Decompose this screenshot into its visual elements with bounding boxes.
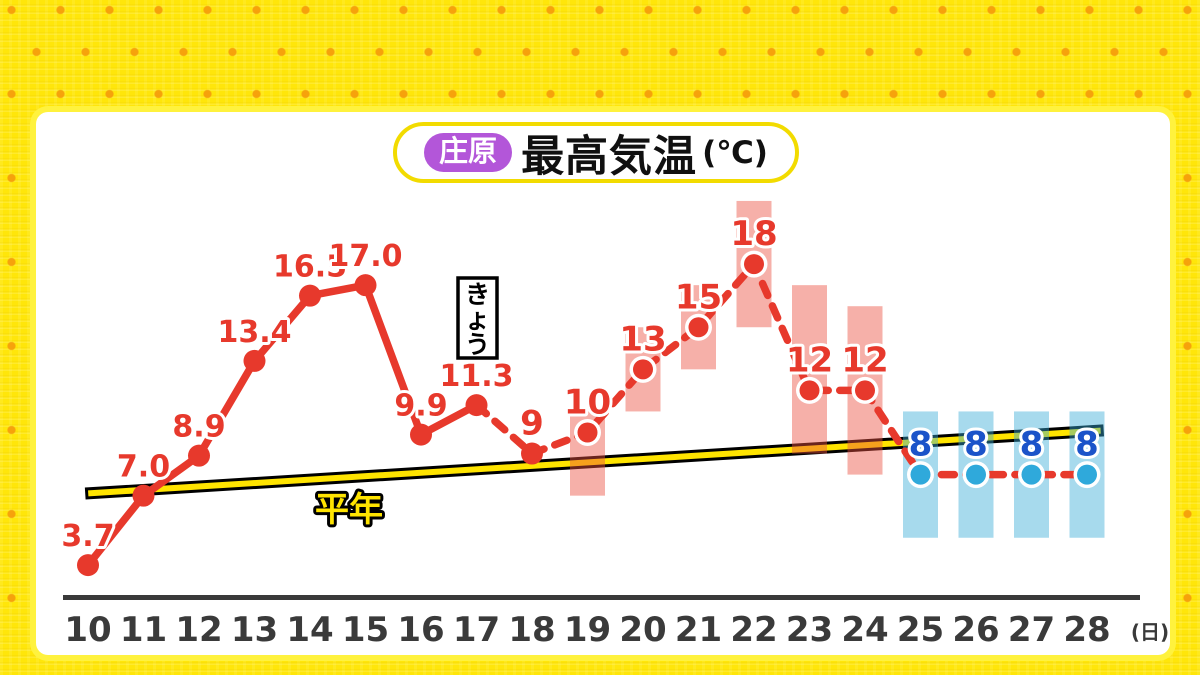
chart-panel [36,112,1170,655]
chart-title-banner: 庄原 最高気温 (℃) [393,122,799,183]
location-badge: 庄原 [424,132,513,173]
chart-title: 最高気温 [521,131,698,182]
chart-title-unit: (℃) [702,134,768,171]
